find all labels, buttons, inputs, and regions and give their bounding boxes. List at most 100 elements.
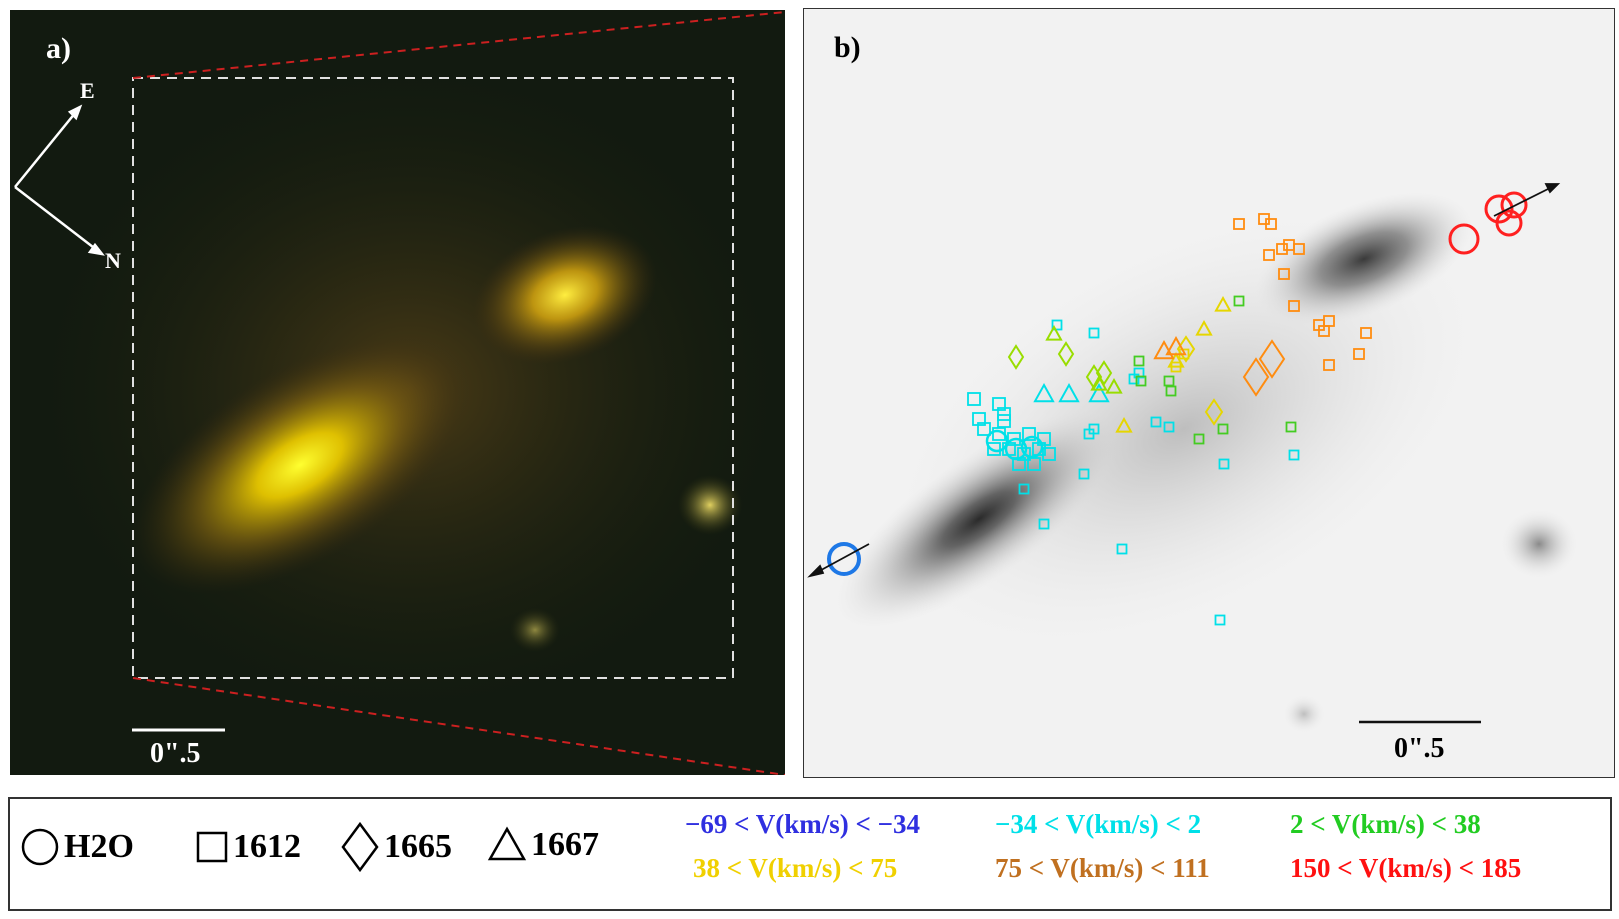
oh1667-marker [1195, 319, 1213, 336]
square-icon [196, 831, 228, 863]
oh1612-marker [992, 397, 1006, 411]
h2o-marker [1500, 191, 1528, 219]
h2o-marker [827, 542, 861, 576]
oh1665-marker [1007, 344, 1025, 370]
oh1665-marker [1057, 341, 1075, 367]
oh1612-marker [1263, 249, 1275, 261]
oh1612-marker [1265, 218, 1277, 230]
arrow-icon [807, 183, 1561, 578]
oh1612-marker [1116, 543, 1128, 555]
oh1612-marker [1323, 315, 1335, 327]
oh1667-marker [1088, 382, 1110, 403]
oh1612-marker [1233, 218, 1245, 230]
panel-b-label: b) [834, 31, 861, 64]
oh1667-marker [1090, 374, 1108, 391]
oh1612-marker [1018, 483, 1030, 495]
oh1612-marker [1088, 423, 1100, 435]
oh1612-marker [1150, 416, 1162, 428]
legend-label-1612: 1612 [233, 828, 301, 865]
zoom-region-box [132, 77, 734, 679]
oh1667-marker [1033, 382, 1055, 403]
compass-icon [14, 104, 105, 256]
oh1612-marker [1276, 243, 1288, 255]
oh1612-marker [1233, 295, 1245, 307]
oh1612-marker [1288, 449, 1300, 461]
h2o-marker [1004, 437, 1028, 461]
oh1612-marker [1135, 375, 1147, 387]
oh1612-marker [1193, 433, 1205, 445]
oh1667-marker [1115, 416, 1133, 433]
legend-item-1667: 1667 [487, 825, 599, 865]
panel-a-scale-label: 0".5 [150, 738, 201, 769]
oh1612-marker [1360, 327, 1372, 339]
h2o-marker [1448, 223, 1480, 255]
triangle-icon [487, 826, 527, 861]
legend-item-h2o: H2O [20, 827, 134, 867]
velocity-range-1: −69 < V(km/s) < −34 [685, 809, 921, 839]
oh1612-marker [1293, 243, 1305, 255]
oh1612-marker [997, 414, 1011, 428]
oh1612-marker [967, 392, 981, 406]
diamond-icon [341, 821, 379, 873]
velocity-range-4: 38 < V(km/s) < 75 [693, 853, 898, 883]
panel-a-image [10, 10, 785, 775]
oh1612-marker [977, 422, 991, 436]
oh1612-marker [1214, 614, 1226, 626]
oh1667-marker [1045, 324, 1063, 341]
oh1612-marker [1285, 421, 1297, 433]
h2o-marker [1484, 194, 1514, 224]
compass-north-label: N [105, 248, 121, 273]
galaxy-core-small [473, 225, 657, 365]
oh1612-marker [1051, 319, 1063, 331]
oh1612-marker [1353, 348, 1365, 360]
oh1612-marker [1163, 375, 1175, 387]
panel-b-scale-label: 0".5 [1394, 733, 1445, 764]
velocity-range-6: 150 < V(km/s) < 185 [1290, 853, 1522, 883]
oh1612-marker [972, 412, 986, 426]
legend-label-1665: 1665 [384, 828, 452, 865]
oh1667-marker [1214, 295, 1232, 312]
oh1612-marker [1133, 355, 1145, 367]
compass-east-label: E [80, 78, 95, 103]
oh1612-marker [1017, 447, 1031, 461]
oh1612-marker [1042, 447, 1056, 461]
panel-b-image [804, 9, 1614, 777]
legend-item-1612: 1612 [195, 827, 301, 867]
oh1612-marker [987, 442, 1001, 456]
galaxy-core-large-gray [835, 409, 1123, 629]
panel-b-maser-map: b) 0".5 [803, 8, 1615, 778]
oh1612-marker [1133, 367, 1145, 379]
oh1665-marker [1258, 339, 1286, 379]
h2o-marker [1495, 209, 1523, 237]
h2o-marker [985, 429, 1009, 453]
velocity-range-2: −34 < V(km/s) < 2 [995, 809, 1202, 839]
galaxy-core-large [131, 336, 469, 594]
oh1612-marker [1323, 359, 1335, 371]
oh1612-marker [1218, 458, 1230, 470]
legend-item-1665: 1665 [340, 821, 452, 873]
panel-a-label: a) [46, 32, 71, 65]
h2o-marker [1020, 435, 1044, 459]
oh1667-marker [1167, 351, 1185, 368]
legend-label-h2o: H2O [64, 828, 134, 865]
oh1665-marker [1242, 357, 1270, 397]
oh1612-marker [1163, 421, 1175, 433]
velocity-range-5: 75 < V(km/s) < 111 [995, 853, 1210, 883]
legend-label-1667: 1667 [531, 826, 599, 863]
maser-markers [827, 191, 1528, 626]
oh1667-marker [1165, 335, 1187, 356]
oh1612-marker [1288, 300, 1300, 312]
panel-a-color-image: a) E N 0".5 [10, 10, 785, 775]
oh1612-marker [1170, 361, 1182, 373]
velocity-range-3: 2 < V(km/s) < 38 [1290, 809, 1481, 839]
oh1612-marker [1278, 268, 1290, 280]
oh1612-marker [1088, 327, 1100, 339]
oh1667-marker [1105, 377, 1123, 394]
oh1612-marker [1078, 468, 1090, 480]
oh1612-marker [1217, 423, 1229, 435]
oh1612-marker [1165, 385, 1177, 397]
legend: H2O 1612 1665 1667 −69 < V(km/s) < −34 −… [8, 797, 1612, 911]
circle-icon [21, 828, 59, 866]
oh1612-marker [1038, 518, 1050, 530]
oh1612-marker [1022, 427, 1036, 441]
